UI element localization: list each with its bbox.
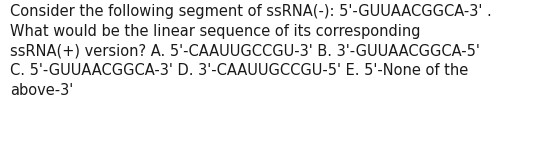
Text: Consider the following segment of ssRNA(-): 5'-GUUAACGGCA-3' .
What would be the: Consider the following segment of ssRNA(… (10, 4, 492, 98)
